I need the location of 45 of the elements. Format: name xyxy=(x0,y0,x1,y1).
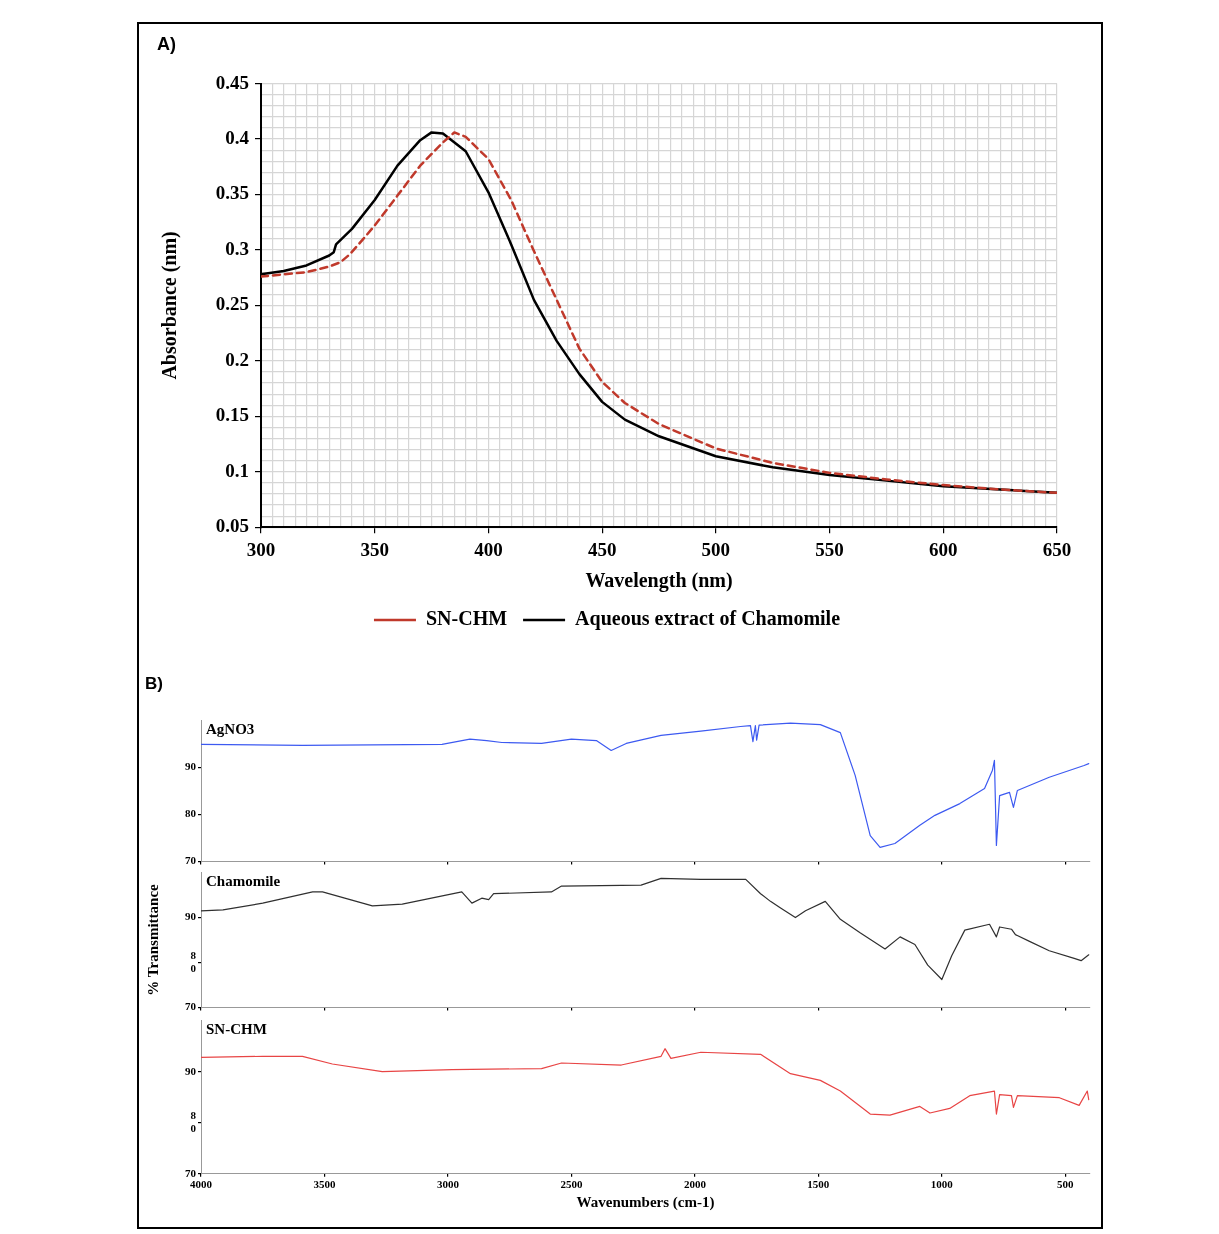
x-tick-label: 2500 xyxy=(560,1178,583,1191)
y-tick-label: 70 xyxy=(185,1000,197,1013)
y-tick-label: 70 xyxy=(185,854,197,867)
y-tick-label: 0.4 xyxy=(225,126,250,148)
y-tick-label: 90 xyxy=(185,1064,197,1077)
y-tick-label: 0.3 xyxy=(225,237,249,259)
x-tick-label: 550 xyxy=(815,538,844,560)
x-tick-label: 4000 xyxy=(190,1178,213,1191)
y-axis-title: Absorbance (nm) xyxy=(158,231,182,380)
y-tick-label: 90 xyxy=(185,760,197,773)
x-axis-title: Wavenumbers (cm-1) xyxy=(576,1193,715,1211)
x-tick-label: 400 xyxy=(474,538,503,560)
y-tick-label: 0.35 xyxy=(215,182,249,204)
y-tick-label: 8 0 xyxy=(190,1108,197,1135)
x-tick-label: 2000 xyxy=(683,1178,707,1191)
x-tick-label: 3500 xyxy=(313,1178,336,1191)
y-tick-label: 0.05 xyxy=(215,515,249,537)
chart-title: A) xyxy=(157,33,176,54)
x-axis-title: Wavelength (nm) xyxy=(585,569,733,593)
chart-title: B) xyxy=(145,673,163,693)
x-tick-label: 300 xyxy=(246,538,276,560)
series-label: AgNO3 xyxy=(206,720,255,737)
y-tick-label: 0.15 xyxy=(215,404,249,426)
y-tick-label: 0.25 xyxy=(215,293,249,315)
y-axis-title: % Transmittance xyxy=(144,883,161,996)
x-tick-label: 450 xyxy=(587,538,617,560)
y-tick-label: 0.2 xyxy=(225,348,249,370)
x-tick-label: 500 xyxy=(1057,1178,1075,1191)
x-tick-label: 1500 xyxy=(807,1178,830,1191)
x-tick-label: 500 xyxy=(701,538,731,560)
x-tick-label: 3000 xyxy=(436,1178,460,1191)
y-tick-label: 0.1 xyxy=(225,459,249,481)
y-tick-label: 80 xyxy=(185,807,197,820)
legend-label: SN-CHM xyxy=(425,607,508,630)
y-tick-label: 90 xyxy=(185,910,197,923)
y-tick-label: 0.45 xyxy=(215,71,249,93)
y-tick-label: 70 xyxy=(185,1166,197,1179)
y-tick-label: 8 0 xyxy=(190,948,197,974)
legend-label: Aqueous extract of Chamomile xyxy=(575,607,841,631)
x-tick-label: 350 xyxy=(360,538,389,560)
x-tick-label: 1000 xyxy=(930,1178,954,1191)
series-label: SN-CHM xyxy=(206,1020,267,1037)
x-tick-label: 650 xyxy=(1042,538,1072,560)
series-label: Chamomile xyxy=(206,872,281,889)
x-tick-label: 600 xyxy=(929,538,958,560)
